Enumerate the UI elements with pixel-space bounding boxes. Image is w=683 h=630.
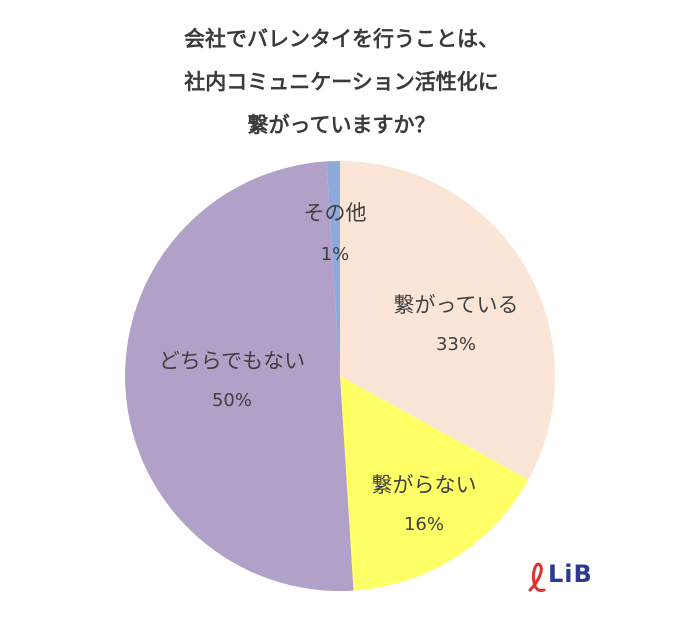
slice-value-label-0: 33% [436, 334, 476, 355]
logo-text: LiB [548, 560, 593, 588]
slice-value-label-3: 1% [321, 244, 350, 265]
pie-slice-2 [125, 161, 354, 591]
title-line-3: 繋がっていますか？ [247, 113, 436, 137]
pie-slice-0 [340, 161, 555, 480]
pie-slice-3 [326, 161, 340, 376]
slice-label-1: 繋がらない [372, 473, 477, 497]
slice-value-label-1: 16% [404, 514, 444, 535]
chart-title: 会社でバレンタイを行うことは、 社内コミュニケーション活性化に 繋がっていますか… [0, 18, 683, 147]
slice-value-label-2: 50% [212, 390, 252, 411]
slice-label-2: どちらでもない [159, 349, 305, 373]
pie-slice-1 [340, 376, 529, 591]
slice-label-0: 繋がっている [394, 293, 519, 317]
logo-mark-icon [528, 562, 546, 592]
lib-logo: LiB [526, 560, 606, 594]
title-line-2: 社内コミュニケーション活性化に [184, 70, 499, 94]
slice-label-3: その他 [304, 201, 367, 225]
title-line-1: 会社でバレンタイを行うことは、 [184, 27, 499, 51]
